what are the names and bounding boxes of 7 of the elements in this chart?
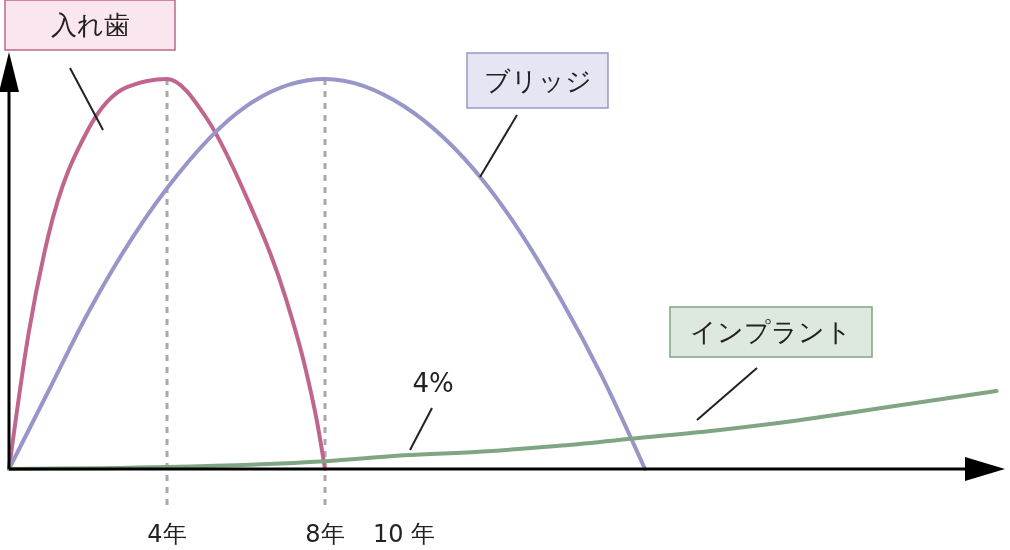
text: インプラント xyxy=(690,317,852,347)
x-tick-label: 4年 xyxy=(147,520,187,548)
annotation: 4% xyxy=(412,368,454,398)
x-tick-label: 10 年 xyxy=(372,520,436,548)
x-tick-label: 8年 xyxy=(305,520,345,548)
series-label: 入れ歯 xyxy=(50,10,130,40)
text: ブリッジ xyxy=(483,65,592,96)
